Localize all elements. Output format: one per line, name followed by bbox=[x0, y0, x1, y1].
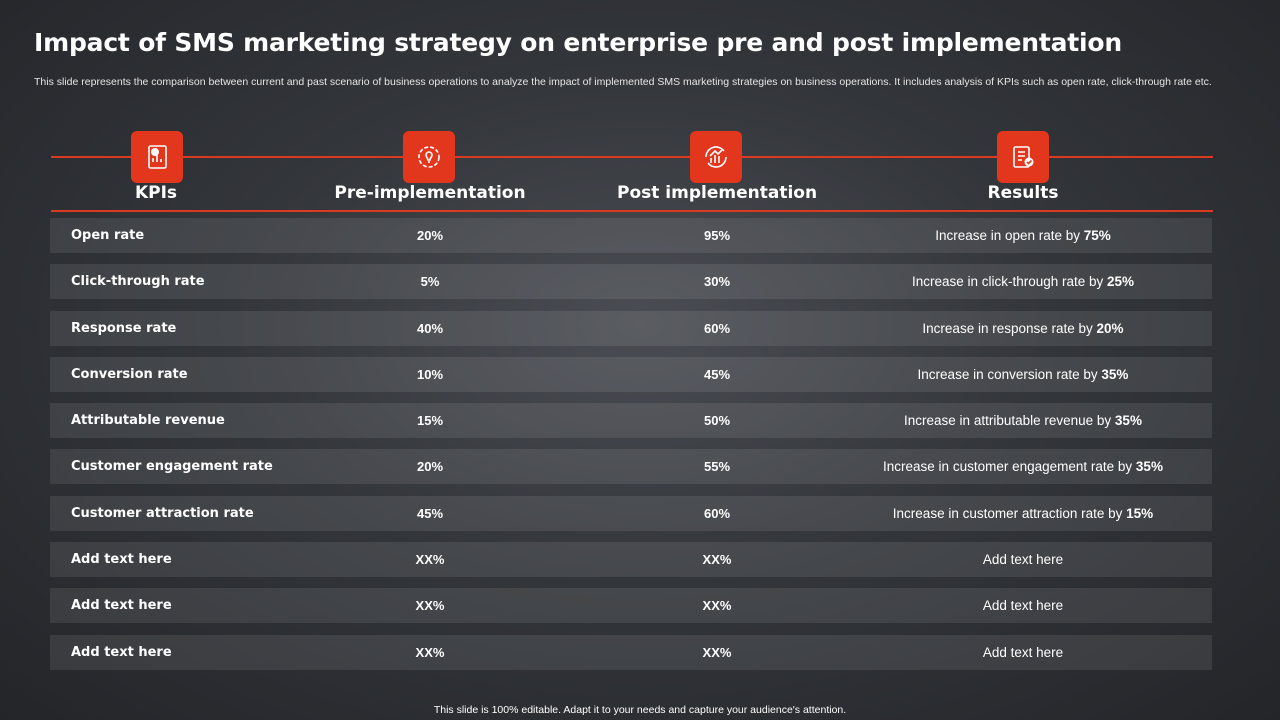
column-header-kpis: KPIs bbox=[134, 183, 178, 203]
column-header-pre-implementation: Pre-implementation bbox=[334, 183, 526, 203]
pre-value: 40% bbox=[416, 320, 444, 336]
result-text: Add text here bbox=[982, 598, 1064, 614]
checklist-search-icon bbox=[997, 131, 1049, 183]
column-header-results: Results bbox=[987, 183, 1059, 203]
result-text: Increase in response rate by 20% bbox=[922, 320, 1124, 336]
kpi-name: Customer engagement rate bbox=[71, 459, 273, 475]
kpi-name: Customer attraction rate bbox=[71, 505, 254, 521]
header-bottom-divider bbox=[51, 210, 1213, 212]
result-text: Increase in conversion rate by 35% bbox=[917, 366, 1129, 382]
post-value: 30% bbox=[703, 274, 731, 290]
table-row: Customer attraction rate 45% 60% Increas… bbox=[50, 495, 1212, 531]
result-text: Increase in customer engagement rate by … bbox=[883, 459, 1163, 475]
chart-report-icon bbox=[131, 131, 183, 183]
page-subtitle: This slide represents the comparison bet… bbox=[34, 76, 1212, 88]
column-header-post-implementation: Post implementation bbox=[617, 183, 818, 203]
post-value: 55% bbox=[703, 459, 731, 475]
kpi-name: Add text here bbox=[71, 552, 172, 568]
table-row: Add text here XX% XX% Add text here bbox=[50, 634, 1212, 670]
kpi-name: Click-through rate bbox=[71, 274, 205, 290]
table-row: Attributable revenue 15% 50% Increase in… bbox=[50, 403, 1212, 439]
post-value: 95% bbox=[703, 228, 731, 243]
pre-value: 15% bbox=[416, 413, 444, 429]
header-top-divider bbox=[51, 156, 1213, 158]
table-row: Add text here XX% XX% Add text here bbox=[50, 588, 1212, 624]
table-row: Open rate 20% 95% Increase in open rate … bbox=[50, 218, 1212, 253]
post-value: 50% bbox=[703, 413, 731, 429]
pre-value: XX% bbox=[415, 598, 445, 614]
kpi-name: Add text here bbox=[71, 644, 172, 660]
result-text: Increase in customer attraction rate by … bbox=[892, 505, 1154, 521]
pre-value: XX% bbox=[415, 552, 445, 568]
pre-value: 10% bbox=[416, 366, 444, 382]
kpi-name: Response rate bbox=[71, 320, 177, 336]
gear-bulb-icon bbox=[403, 131, 455, 183]
post-value: 60% bbox=[703, 505, 731, 521]
pre-value: 20% bbox=[416, 459, 444, 475]
kpi-name: Add text here bbox=[71, 598, 172, 614]
result-text: Increase in click-through rate by 25% bbox=[911, 274, 1135, 290]
page-title: Impact of SMS marketing strategy on ente… bbox=[34, 28, 1122, 57]
table-row: Click-through rate 5% 30% Increase in cl… bbox=[50, 264, 1212, 300]
result-text: Add text here bbox=[982, 552, 1064, 568]
post-value: 45% bbox=[703, 366, 731, 382]
post-value: XX% bbox=[702, 598, 732, 614]
result-text: Add text here bbox=[982, 644, 1064, 660]
growth-chart-icon bbox=[690, 131, 742, 183]
table-row: Conversion rate 10% 45% Increase in conv… bbox=[50, 356, 1212, 392]
result-text: Increase in open rate by 75% bbox=[935, 228, 1111, 243]
kpi-name: Conversion rate bbox=[71, 366, 188, 382]
kpi-name: Open rate bbox=[71, 228, 145, 243]
pre-value: 5% bbox=[420, 274, 440, 290]
kpi-name: Attributable revenue bbox=[71, 413, 225, 429]
post-value: XX% bbox=[702, 552, 732, 568]
pre-value: XX% bbox=[415, 644, 445, 660]
table-row: Add text here XX% XX% Add text here bbox=[50, 542, 1212, 578]
result-text: Increase in attributable revenue by 35% bbox=[904, 413, 1142, 429]
table-row: Response rate 40% 60% Increase in respon… bbox=[50, 310, 1212, 346]
pre-value: 45% bbox=[416, 505, 444, 521]
kpi-table: Open rate 20% 95% Increase in open rate … bbox=[50, 218, 1212, 681]
table-row: Customer engagement rate 20% 55% Increas… bbox=[50, 449, 1212, 485]
footer-note: This slide is 100% editable. Adapt it to… bbox=[433, 704, 847, 716]
post-value: 60% bbox=[703, 320, 731, 336]
post-value: XX% bbox=[702, 644, 732, 660]
pre-value: 20% bbox=[416, 228, 444, 243]
